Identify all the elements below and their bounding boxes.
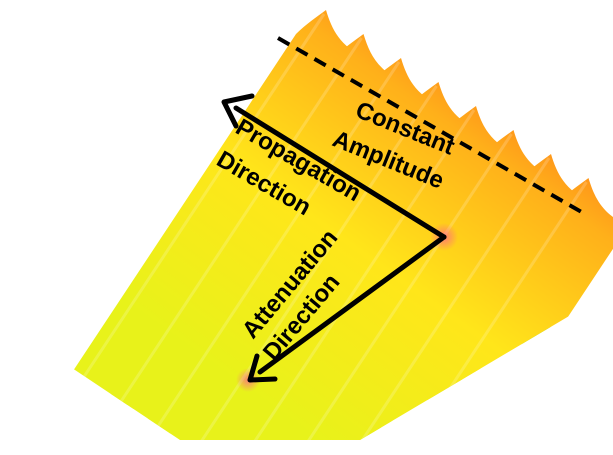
attenuation-arrow <box>257 234 447 375</box>
direction-arrows <box>221 93 458 392</box>
propagation-arrow <box>233 105 447 240</box>
propagation-arrowhead <box>221 93 255 129</box>
wave-ridge <box>213 130 554 440</box>
wave-crest-highlight <box>240 133 513 440</box>
wave-crest-highlight <box>277 157 551 440</box>
wave-ridge <box>138 82 479 440</box>
constant-amplitude-dashed-line <box>277 36 586 216</box>
attenuation-arrowhead <box>247 353 278 383</box>
wave-ridge <box>176 106 516 440</box>
wave-crest-highlight <box>165 85 438 440</box>
wave-ridge <box>63 34 404 440</box>
wave-ridge <box>251 154 591 440</box>
wave-ridge <box>101 58 441 440</box>
wave-ridge <box>26 10 366 440</box>
